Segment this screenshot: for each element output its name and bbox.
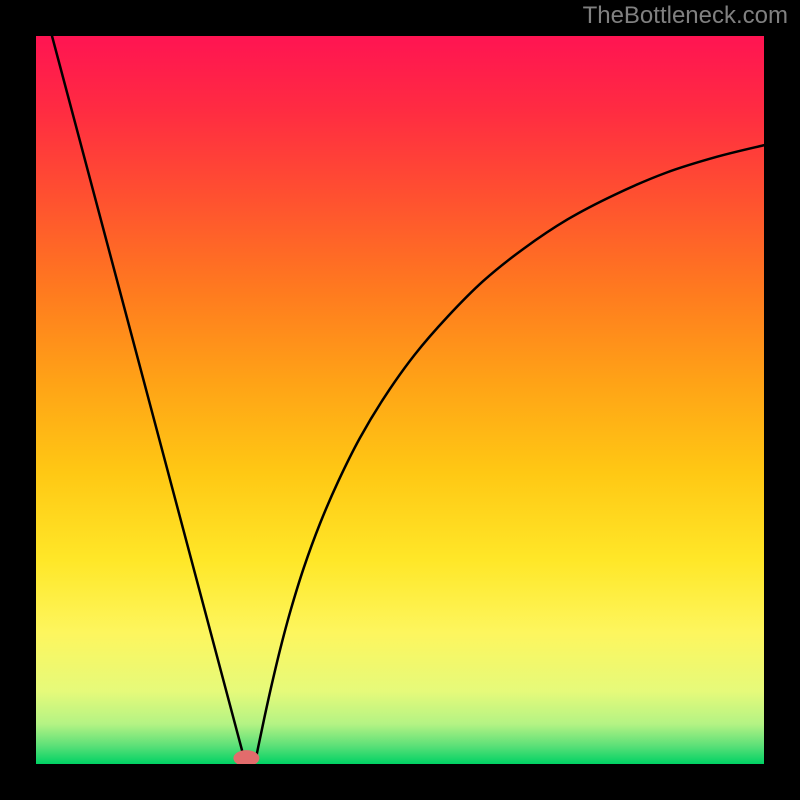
watermark-text: TheBottleneck.com [583,2,788,30]
chart-frame: TheBottleneck.com [0,0,800,800]
bottleneck-chart [36,36,764,764]
gradient-background [36,36,764,764]
